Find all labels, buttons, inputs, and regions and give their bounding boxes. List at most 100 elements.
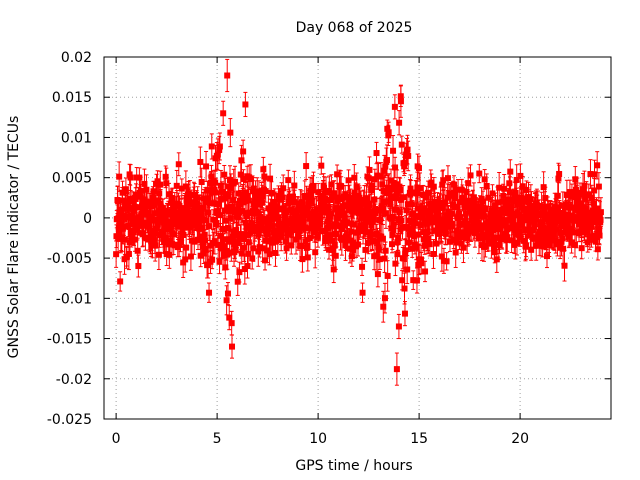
point-marker — [379, 235, 386, 242]
point-marker — [250, 185, 257, 192]
point-marker — [278, 226, 285, 233]
point-marker — [137, 187, 144, 194]
point-marker — [368, 182, 375, 189]
point-marker — [256, 244, 263, 251]
point-marker — [372, 210, 379, 217]
data-point — [402, 214, 409, 240]
data-point — [126, 163, 133, 186]
point-marker — [211, 238, 218, 245]
point-marker — [416, 185, 423, 192]
data-point — [203, 150, 210, 182]
point-marker — [247, 176, 254, 183]
point-marker — [245, 197, 252, 204]
data-point — [216, 132, 223, 161]
point-marker — [258, 220, 265, 227]
point-marker — [357, 222, 364, 229]
point-marker — [203, 163, 210, 170]
point-marker — [183, 244, 190, 251]
point-marker — [376, 256, 383, 263]
point-marker — [389, 213, 396, 220]
data-point — [216, 135, 223, 165]
point-marker — [373, 230, 380, 237]
point-marker — [131, 236, 138, 243]
data-point — [430, 239, 437, 269]
point-marker — [395, 234, 402, 241]
point-marker — [410, 277, 417, 284]
point-marker — [364, 214, 371, 221]
data-point — [392, 156, 399, 179]
point-marker — [315, 189, 322, 196]
point-marker — [123, 205, 130, 212]
point-marker — [220, 252, 227, 259]
point-marker — [251, 204, 258, 211]
point-marker — [126, 171, 133, 178]
point-marker — [159, 205, 166, 212]
point-marker — [380, 198, 387, 205]
point-marker — [444, 194, 451, 201]
point-marker — [140, 231, 147, 238]
point-marker — [247, 228, 254, 235]
point-marker — [404, 201, 411, 208]
point-marker — [346, 195, 353, 202]
point-marker — [444, 175, 451, 182]
data-point — [399, 216, 406, 240]
point-marker — [285, 177, 292, 184]
data-point — [256, 236, 263, 258]
point-marker — [393, 206, 400, 213]
point-marker — [446, 238, 453, 245]
point-marker — [402, 224, 409, 231]
point-marker — [205, 195, 212, 202]
point-marker — [268, 202, 275, 209]
point-marker — [136, 222, 143, 229]
point-marker — [162, 173, 169, 180]
point-marker — [278, 233, 285, 240]
point-marker — [206, 223, 213, 230]
point-marker — [198, 211, 205, 218]
point-marker — [173, 182, 180, 189]
point-marker — [364, 229, 371, 236]
point-marker — [288, 242, 295, 249]
point-marker — [338, 183, 345, 190]
point-marker — [254, 210, 261, 217]
point-marker — [249, 208, 256, 215]
point-marker — [310, 182, 317, 189]
point-marker — [291, 182, 298, 189]
point-marker — [269, 223, 276, 230]
point-marker — [391, 186, 398, 193]
point-marker — [327, 232, 334, 239]
point-marker — [262, 188, 269, 195]
point-marker — [305, 225, 312, 232]
point-marker — [256, 226, 263, 233]
point-marker — [229, 343, 236, 350]
point-marker — [367, 233, 374, 240]
data-point — [382, 241, 389, 260]
point-marker — [315, 225, 322, 232]
point-marker — [390, 147, 397, 154]
point-marker — [355, 241, 362, 248]
point-marker — [374, 238, 381, 245]
point-marker — [156, 190, 163, 197]
point-marker — [199, 243, 206, 250]
point-marker — [235, 190, 242, 197]
data-point — [178, 178, 185, 199]
point-marker — [289, 226, 296, 233]
point-marker — [233, 227, 240, 234]
point-marker — [127, 174, 134, 181]
data-point — [422, 260, 429, 283]
data-point — [299, 245, 306, 273]
point-marker — [401, 285, 408, 292]
data-point — [197, 146, 204, 178]
point-marker — [226, 238, 233, 245]
data-point — [398, 135, 405, 154]
point-marker — [269, 239, 276, 246]
data-point — [232, 165, 239, 198]
point-marker — [199, 225, 206, 232]
point-marker — [227, 185, 234, 192]
point-marker — [150, 188, 157, 195]
point-marker — [381, 255, 388, 262]
point-marker — [379, 205, 386, 212]
point-marker — [160, 231, 167, 238]
point-marker — [283, 245, 290, 252]
point-marker — [210, 216, 217, 223]
point-marker — [214, 208, 221, 215]
